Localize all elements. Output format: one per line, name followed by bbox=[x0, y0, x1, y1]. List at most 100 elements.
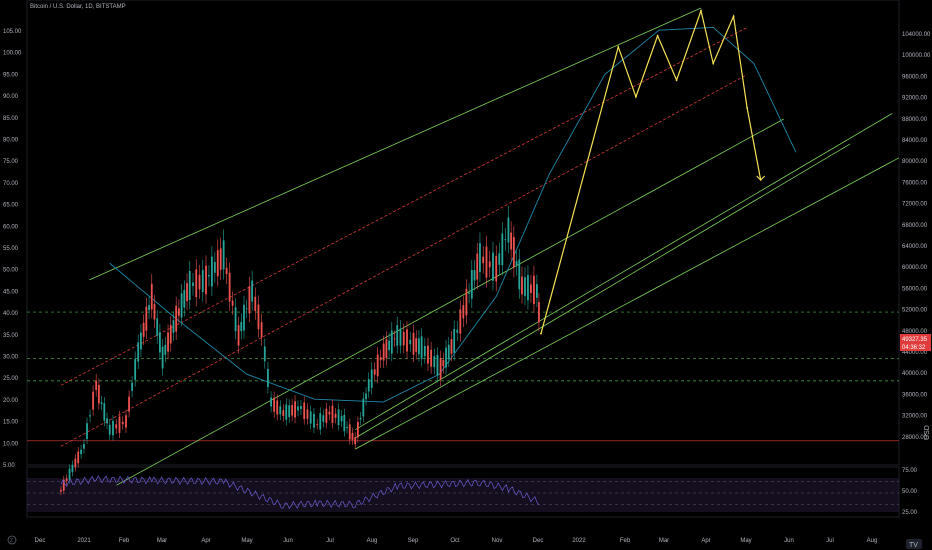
z-mark-icon[interactable]: Z bbox=[7, 535, 17, 545]
candle-body bbox=[172, 320, 175, 333]
candle-body bbox=[385, 339, 388, 359]
x-axis-tick: Mar bbox=[659, 538, 669, 544]
candle-body bbox=[498, 253, 501, 265]
candle-body bbox=[186, 283, 188, 302]
candle-body bbox=[473, 270, 476, 281]
candle-body bbox=[527, 275, 529, 301]
rsi-pane bbox=[26, 466, 900, 518]
candle-body bbox=[192, 282, 194, 287]
price-badge-timer: 04:36:32 bbox=[902, 345, 926, 351]
candle-body bbox=[142, 322, 145, 337]
candle-body bbox=[402, 332, 405, 346]
x-axis-tick: Feb bbox=[620, 538, 631, 544]
rsi-axis-tick: 50.00 bbox=[902, 489, 918, 495]
price-badge-value: 49327.35 bbox=[902, 337, 928, 343]
candle-body bbox=[510, 232, 513, 250]
candle-body bbox=[331, 405, 334, 424]
candle-body bbox=[183, 289, 186, 308]
left-axis: 105.00 100.00 95.00 90.00 85.00 80.00 75.00 70.… bbox=[3, 29, 22, 469]
right-axis-tick: 76000.00 bbox=[902, 180, 928, 186]
right-axis-tick: 52000.00 bbox=[902, 308, 928, 314]
x-axis-tick: Apr bbox=[701, 538, 710, 544]
candle-body bbox=[442, 360, 445, 367]
candle-body bbox=[468, 292, 471, 294]
price-badge[interactable] bbox=[900, 334, 931, 351]
right-axis-tick: 64000.00 bbox=[902, 244, 928, 250]
right-axis-tick: 84000.00 bbox=[902, 138, 928, 144]
chart-title: Bitcoin / U.S. Dollar, 1D, BITSTAMP bbox=[30, 4, 126, 10]
right-axis-tick: 80000.00 bbox=[902, 159, 928, 165]
left-axis-tick: 45.00 bbox=[3, 289, 19, 295]
candle-body bbox=[234, 307, 237, 332]
rsi-axis: 75.00 50.00 25.00 bbox=[902, 468, 918, 516]
rsi-series bbox=[27, 475, 899, 510]
left-axis-tick: 25.00 bbox=[3, 376, 19, 382]
candle-body bbox=[137, 342, 140, 362]
candle-body bbox=[60, 489, 62, 492]
channel-green-3 bbox=[354, 143, 851, 439]
candle-body bbox=[282, 410, 285, 416]
right-axis-tick: 60000.00 bbox=[902, 265, 928, 271]
projection-point bbox=[656, 34, 659, 37]
candle-body bbox=[180, 293, 183, 318]
right-axis-tick: 56000.00 bbox=[902, 286, 928, 292]
right-axis-tick: 36000.00 bbox=[902, 392, 928, 398]
channel-red-lower bbox=[60, 74, 748, 447]
rsi-axis-tick: 75.00 bbox=[902, 468, 918, 474]
candle-body bbox=[447, 344, 450, 360]
candle-body bbox=[80, 449, 82, 455]
x-axis-tick: Aug bbox=[367, 538, 378, 544]
candle-body bbox=[103, 403, 106, 421]
candle-body bbox=[161, 346, 164, 369]
candle-body bbox=[257, 304, 260, 330]
candle-body bbox=[164, 344, 167, 355]
right-axis-tick: 92000.00 bbox=[902, 96, 928, 102]
candle-body bbox=[485, 246, 488, 278]
candle-body bbox=[89, 415, 91, 417]
candle-body bbox=[68, 468, 71, 480]
left-axis-tick: 90.00 bbox=[3, 94, 19, 100]
x-axis-tick: Jul bbox=[326, 538, 334, 544]
candle-body bbox=[140, 332, 142, 350]
candle-body bbox=[150, 283, 153, 310]
x-axis-tick: May bbox=[740, 538, 751, 544]
candle-body bbox=[128, 396, 130, 412]
candle-body bbox=[118, 416, 121, 433]
arc-curve bbox=[109, 26, 797, 403]
left-axis-tick: 60.00 bbox=[3, 224, 19, 230]
usd-badge[interactable]: USD bbox=[924, 425, 931, 440]
candle-body bbox=[482, 256, 485, 264]
x-axis-tick: Jun bbox=[784, 538, 794, 544]
candle-body bbox=[216, 250, 219, 277]
candle-body bbox=[279, 406, 282, 415]
left-axis-tick: 30.00 bbox=[3, 355, 19, 361]
main-pane bbox=[26, 0, 900, 466]
candle-body bbox=[225, 267, 228, 275]
candle-body bbox=[86, 423, 88, 439]
candle-body bbox=[198, 274, 201, 290]
candle-body bbox=[92, 391, 95, 410]
left-axis-tick: 50.00 bbox=[3, 268, 19, 274]
right-axis-tick: 68000.00 bbox=[902, 223, 928, 229]
candle-body bbox=[524, 277, 526, 296]
candle-body bbox=[430, 349, 433, 367]
tradingview-logo-icon[interactable]: TV bbox=[906, 539, 922, 549]
candle-body bbox=[354, 437, 357, 445]
projection-point bbox=[540, 332, 542, 335]
left-axis-tick: 85.00 bbox=[3, 116, 19, 122]
candle-body bbox=[382, 343, 385, 361]
candle-body bbox=[108, 424, 111, 435]
right-axis-tick: 40000.00 bbox=[902, 371, 928, 377]
x-axis-tick: Aug bbox=[867, 538, 878, 544]
candle-body bbox=[390, 330, 393, 354]
candle-body bbox=[228, 272, 231, 302]
candle-body bbox=[495, 256, 498, 282]
candle-body bbox=[409, 339, 412, 345]
candle-body bbox=[393, 338, 396, 340]
candle-body bbox=[159, 332, 161, 353]
candle-body bbox=[456, 329, 459, 333]
x-axis-tick: Apr bbox=[201, 538, 210, 544]
projection-point bbox=[732, 15, 735, 18]
channel-green-4 bbox=[354, 157, 900, 450]
